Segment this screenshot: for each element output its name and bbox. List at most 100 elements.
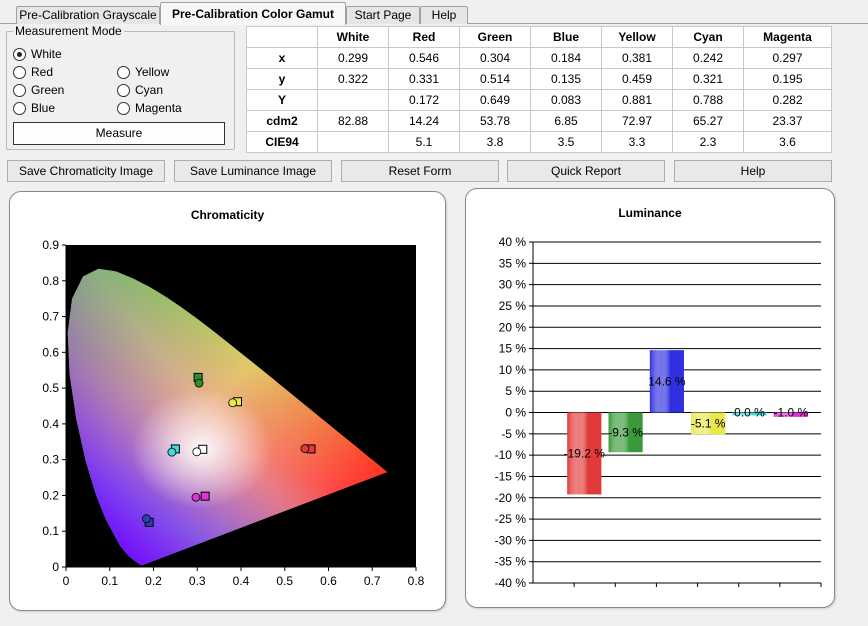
y-tick-label: -5 %: [501, 427, 526, 441]
chromaticity-panel: Chromaticity 0 0.1 0.: [9, 191, 446, 611]
y-tick-label: 30 %: [499, 278, 527, 292]
bar-label-cyan: 0.0 %: [734, 406, 765, 420]
y-tick-label: -10 %: [495, 448, 527, 462]
x-tick-label: 0.6: [320, 574, 337, 588]
radio-green-indicator[interactable]: [13, 83, 26, 97]
bar-label-yellow: -5.1 %: [691, 416, 726, 430]
table-cell: 0.331: [388, 68, 460, 90]
bar-shine-yellow: [691, 412, 726, 435]
measurement-mode-title: Measurement Mode: [13, 24, 124, 38]
bar-shine-red: [567, 412, 602, 495]
bar-label-green: -9.3 %: [608, 425, 643, 439]
table-cell: 72.97: [601, 110, 673, 132]
tab-help[interactable]: Help: [420, 6, 468, 24]
table-cell: 0.299: [317, 47, 389, 69]
radio-label: Red: [31, 65, 54, 79]
y-tick-label: -30 %: [495, 533, 527, 547]
radio-yellow-indicator[interactable]: [117, 65, 130, 79]
table-cell: 0.172: [388, 89, 460, 111]
y-tick-label: 0.5: [42, 381, 59, 395]
x-tick-label: 0.7: [364, 574, 381, 588]
tab-pre-calibration-grayscale[interactable]: Pre-Calibration Grayscale: [16, 6, 160, 24]
target-marker-magenta: [200, 491, 210, 501]
table-cell: 23.37: [743, 110, 832, 132]
table-cell: 0.322: [317, 68, 389, 90]
radio-white[interactable]: White: [13, 47, 62, 61]
table-cell: 0.184: [530, 47, 602, 69]
column-header: Green: [459, 26, 531, 48]
y-tick-label: 35 %: [499, 256, 527, 270]
y-tick-label: -20 %: [495, 491, 527, 505]
y-tick-label: 40 %: [499, 235, 527, 249]
table-row: CIE94 5.1 3.8 3.5 3.3 2.3 3.6: [246, 131, 832, 153]
measured-point-yellow: [228, 398, 238, 408]
radio-cyan-indicator[interactable]: [117, 83, 130, 97]
bar-shine-cyan: [732, 412, 767, 416]
y-tick-label: 0.8: [42, 274, 59, 288]
radio-label: Yellow: [135, 65, 170, 79]
table-cell: 0.788: [672, 89, 744, 111]
table-cell: 0.546: [388, 47, 460, 69]
x-tick-label: 0.1: [101, 574, 118, 588]
radio-blue[interactable]: Blue: [13, 101, 55, 115]
bar-shine-green: [608, 412, 643, 453]
tab-start-page[interactable]: Start Page: [346, 6, 420, 24]
x-tick-label: 0.4: [233, 574, 250, 588]
x-tick-label: 0.5: [276, 574, 293, 588]
help-button[interactable]: Help: [674, 160, 832, 182]
radio-yellow[interactable]: Yellow: [117, 65, 169, 79]
table-cell: [317, 89, 389, 111]
measured-point-white: [192, 447, 202, 457]
table-cell: 0.649: [459, 89, 531, 111]
table-cell: 14.24: [388, 110, 460, 132]
table-cell: 0.083: [530, 89, 602, 111]
row-header: x: [246, 47, 318, 69]
table-row: x 0.299 0.546 0.304 0.184 0.381 0.242 0.…: [246, 47, 832, 69]
radio-magenta-indicator[interactable]: [117, 101, 130, 115]
measured-point-blue: [142, 514, 151, 524]
y-tick-label: 0.2: [42, 488, 59, 502]
measured-point-green: [194, 378, 204, 388]
radio-cyan[interactable]: Cyan: [117, 83, 163, 97]
table-row: cdm2 82.88 14.24 53.78 6.85 72.97 65.27 …: [246, 110, 832, 132]
radio-red-indicator[interactable]: [13, 65, 26, 79]
table-cell: 0.381: [601, 47, 673, 69]
reset-form-button[interactable]: Reset Form: [341, 160, 499, 182]
radio-magenta[interactable]: Magenta: [117, 101, 182, 115]
table-cell: 0.195: [743, 68, 832, 90]
measured-point-cyan: [167, 447, 177, 457]
radio-blue-indicator[interactable]: [13, 101, 26, 115]
column-header: Cyan: [672, 26, 744, 48]
save-luminance-image-button[interactable]: Save Luminance Image: [174, 160, 332, 182]
bar-label-blue: 14.6 %: [648, 374, 686, 388]
radio-red[interactable]: Red: [13, 65, 53, 79]
y-tick-label: 0.4: [42, 417, 59, 431]
measured-point-red: [300, 444, 310, 453]
table-cell: 0.881: [601, 89, 673, 111]
radio-label: White: [31, 47, 62, 61]
row-header: CIE94: [246, 131, 318, 153]
quick-report-button[interactable]: Quick Report: [507, 160, 665, 182]
y-tick-label: 25 %: [499, 299, 527, 313]
table-cell: 3.6: [743, 131, 832, 153]
measured-point-magenta: [191, 492, 201, 502]
radio-green[interactable]: Green: [13, 83, 64, 97]
y-tick-label: 0.1: [42, 524, 59, 538]
radio-label: Green: [31, 83, 65, 97]
x-tick-label: 0.3: [189, 574, 206, 588]
column-header: Red: [388, 26, 460, 48]
save-chromaticity-image-button[interactable]: Save Chromaticity Image: [7, 160, 165, 182]
radio-white-indicator[interactable]: [13, 47, 26, 61]
bar-label-magenta: -1.0 %: [773, 406, 808, 420]
table-cell: 65.27: [672, 110, 744, 132]
table-cell: 0.242: [672, 47, 744, 69]
measure-button[interactable]: Measure: [13, 122, 225, 145]
table-cell: 0.135: [530, 68, 602, 90]
tab-pre-calibration-color-gamut[interactable]: Pre-Calibration Color Gamut: [160, 2, 346, 25]
column-header: White: [317, 26, 389, 48]
y-tick-label: -35 %: [495, 555, 527, 569]
bar-shine-blue: [649, 350, 684, 413]
table-cell: 0.459: [601, 68, 673, 90]
table-cell: 3.3: [601, 131, 673, 153]
radio-label: Magenta: [135, 101, 182, 115]
